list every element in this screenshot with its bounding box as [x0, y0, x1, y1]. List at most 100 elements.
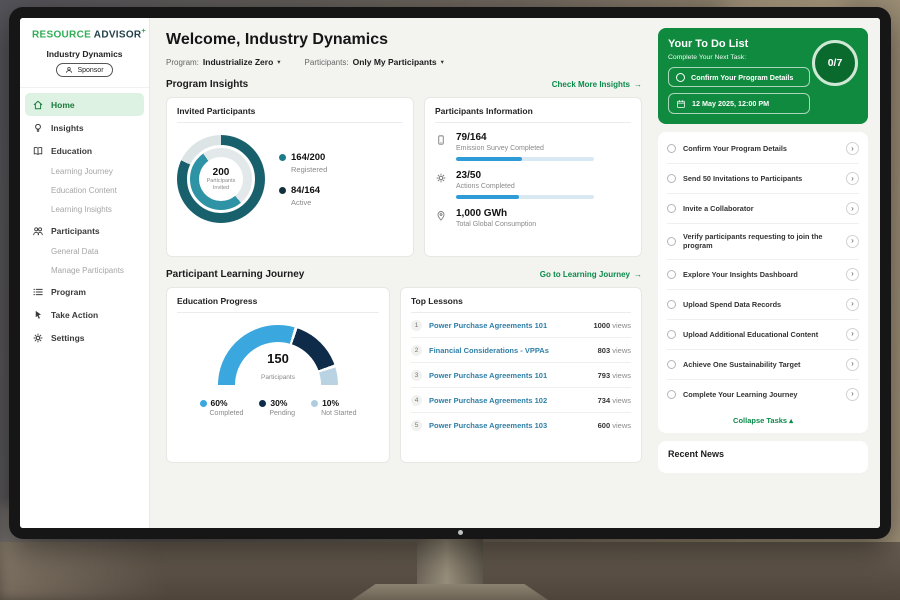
checkbox-icon[interactable] — [676, 72, 685, 82]
next-task-due: 12 May 2025, 12:00 PM — [692, 99, 770, 108]
legend-label: Registered — [291, 164, 328, 174]
education-gauge-chart: 150 Participants — [218, 325, 338, 385]
lesson-rank: 4 — [411, 394, 422, 406]
calendar-icon — [676, 99, 686, 109]
lightbulb-icon — [32, 122, 44, 134]
task-row[interactable]: Confirm Your Program Details › — [667, 134, 859, 164]
next-task-due-row: 12 May 2025, 12:00 PM — [668, 93, 810, 114]
lesson-rank: 3 — [411, 369, 422, 381]
task-row[interactable]: Invite a Collaborator › — [667, 194, 859, 224]
invited-donut-chart: 200 Participants Invited — [177, 135, 265, 223]
checkbox-icon[interactable] — [667, 144, 676, 153]
sidebar-item-learning-journey[interactable]: Learning Journey — [20, 162, 149, 181]
arrow-right-icon: → — [634, 80, 642, 89]
checkbox-icon[interactable] — [667, 204, 676, 213]
list-icon — [32, 286, 44, 298]
sidebar-item-label: Home — [51, 99, 75, 110]
next-task-row[interactable]: Confirm Your Program Details — [668, 67, 810, 87]
legend-item-active: 84/164 Active — [279, 185, 327, 207]
chevron-right-icon[interactable]: › — [846, 297, 859, 311]
checkbox-icon[interactable] — [667, 359, 676, 369]
lesson-rank: 1 — [411, 319, 422, 331]
chevron-right-icon[interactable]: › — [846, 142, 859, 155]
chevron-right-icon[interactable]: › — [846, 267, 859, 281]
lesson-views-word: views — [612, 370, 631, 380]
sidebar-item-label: Manage Participants — [51, 266, 124, 276]
checkbox-icon[interactable] — [667, 174, 676, 183]
participants-dropdown[interactable]: Participants: Only My Participants ▾ — [305, 57, 444, 67]
chevron-up-icon: ▴ — [789, 415, 793, 425]
collapse-tasks-link[interactable]: Collapse Tasks ▴ — [667, 409, 859, 430]
legend-label: Active — [291, 197, 312, 207]
legend-dot-completed — [199, 399, 207, 407]
check-more-insights-link[interactable]: Check More Insights → — [552, 80, 642, 89]
sidebar-item-insights[interactable]: Insights — [20, 116, 149, 139]
chevron-right-icon[interactable]: › — [846, 387, 859, 401]
info-value: 1,000 GWh — [456, 208, 508, 219]
checkbox-icon[interactable] — [667, 389, 676, 399]
gear-icon — [435, 171, 447, 183]
task-row[interactable]: Upload Spend Data Records › — [667, 290, 859, 320]
chevron-right-icon[interactable]: › — [846, 357, 859, 371]
checkbox-icon[interactable] — [667, 269, 676, 279]
arrow-right-icon: → — [634, 270, 642, 279]
task-row[interactable]: Complete Your Learning Journey › — [667, 380, 859, 409]
lesson-link[interactable]: Power Purchase Agreements 103 — [429, 420, 548, 430]
program-dropdown[interactable]: Program: Industrialize Zero ▾ — [166, 57, 281, 67]
sidebar-item-manage-participants[interactable]: Manage Participants — [20, 261, 149, 280]
chevron-right-icon[interactable]: › — [846, 202, 859, 215]
gauge-value: 150 — [267, 351, 289, 366]
monitor-bezel: RESOURCE ADVISOR+ Industry Dynamics Spon… — [9, 7, 891, 539]
task-row[interactable]: Verify participants requesting to join t… — [667, 224, 859, 260]
sponsor-icon — [66, 67, 73, 74]
program-dropdown-label: Program: — [166, 57, 199, 67]
legend-label: Completed — [209, 410, 244, 417]
task-row[interactable]: Send 50 Invitations to Participants › — [667, 164, 859, 194]
education-gauge-wrap: 150 Participants — [177, 325, 379, 385]
sidebar-item-settings[interactable]: Settings — [20, 326, 149, 349]
legend-dot-active — [279, 186, 286, 194]
chevron-down-icon: ▾ — [440, 59, 444, 66]
chevron-right-icon[interactable]: › — [846, 172, 859, 185]
lesson-link[interactable]: Power Purchase Agreements 102 — [429, 395, 548, 405]
sidebar-item-participants[interactable]: Participants — [20, 219, 149, 242]
sidebar-item-learning-insights[interactable]: Learning Insights — [20, 200, 149, 219]
lesson-row: 5 Power Purchase Agreements 103 600 view… — [411, 413, 631, 437]
education-progress-card: Education Progress 150 Participants — [166, 287, 390, 463]
lesson-link[interactable]: Power Purchase Agreements 101 — [429, 370, 548, 380]
sidebar-item-label: Insights — [51, 122, 84, 133]
sidebar-item-label: Education Content — [51, 186, 117, 196]
lesson-views-word: views — [612, 395, 631, 405]
task-label: Invite a Collaborator — [683, 203, 754, 213]
task-row[interactable]: Upload Additional Educational Content › — [667, 320, 859, 350]
sidebar-item-program[interactable]: Program — [20, 280, 149, 303]
legend-item-not-started: 10% Not Started — [311, 398, 356, 417]
chevron-right-icon[interactable]: › — [846, 234, 859, 248]
card-title: Top Lessons — [411, 296, 631, 313]
sidebar-item-label: Take Action — [51, 309, 99, 320]
task-row[interactable]: Achieve One Sustainability Target › — [667, 350, 859, 380]
lesson-link[interactable]: Financial Considerations - VPPAs — [429, 345, 549, 355]
checkbox-icon[interactable] — [667, 236, 676, 246]
sidebar-item-education[interactable]: Education — [20, 139, 149, 162]
checkbox-icon[interactable] — [667, 329, 676, 339]
lesson-rank: 2 — [411, 344, 422, 356]
chevron-right-icon[interactable]: › — [846, 327, 859, 341]
sidebar-item-take-action[interactable]: Take Action — [20, 303, 149, 326]
sidebar-item-general-data[interactable]: General Data — [20, 242, 149, 261]
task-row[interactable]: Explore Your Insights Dashboard › — [667, 260, 859, 290]
gear-icon — [32, 332, 44, 344]
todo-subtitle: Complete Your Next Task: — [668, 54, 747, 61]
todo-progress-ring: 0/7 — [812, 40, 858, 86]
section-title-program-insights: Program Insights — [166, 79, 249, 90]
lesson-link[interactable]: Power Purchase Agreements 101 — [429, 320, 548, 330]
sidebar-item-education-content[interactable]: Education Content — [20, 181, 149, 200]
people-icon — [32, 225, 44, 237]
go-to-learning-journey-link[interactable]: Go to Learning Journey → — [540, 270, 642, 279]
todo-panel: Your To Do List 0/7 Complete Your Next T… — [654, 18, 880, 528]
task-label: Verify participants requesting to join t… — [683, 232, 823, 251]
todo-title: Your To Do List — [668, 38, 749, 50]
sidebar-item-home[interactable]: Home — [25, 93, 144, 117]
sponsor-badge[interactable]: Sponsor — [56, 63, 113, 78]
checkbox-icon[interactable] — [667, 299, 676, 309]
